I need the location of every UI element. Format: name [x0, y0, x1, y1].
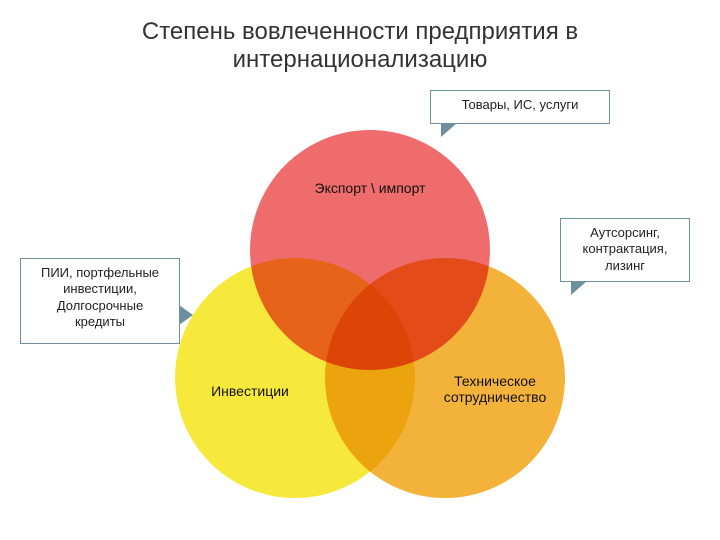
callout-right-text: Аутсорсинг,контрактация,лизинг: [583, 225, 668, 273]
callout-top: Товары, ИС, услуги: [430, 90, 610, 124]
callout-left-text: ПИИ, портфельныеинвестиции,Долгосрочныек…: [41, 265, 159, 329]
page-title: Степень вовлеченности предприятия в инте…: [0, 18, 720, 74]
callout-top-text: Товары, ИС, услуги: [462, 97, 579, 112]
callout-right: Аутсорсинг,контрактация,лизинг: [560, 218, 690, 282]
venn-label-left: Инвестиции: [190, 383, 310, 399]
slide-stage: Степень вовлеченности предприятия в инте…: [0, 0, 720, 540]
venn-label-right: Техническоесотрудничество: [420, 373, 570, 405]
callout-left-tail: [179, 305, 193, 325]
callout-left: ПИИ, портфельныеинвестиции,Долгосрочныек…: [20, 258, 180, 344]
title-line2: интернационализацию: [0, 46, 720, 74]
callout-top-tail: [441, 123, 457, 137]
callout-right-tail: [571, 281, 587, 295]
venn-label-top: Экспорт \ импорт: [280, 180, 460, 196]
title-line1: Степень вовлеченности предприятия в: [0, 18, 720, 46]
